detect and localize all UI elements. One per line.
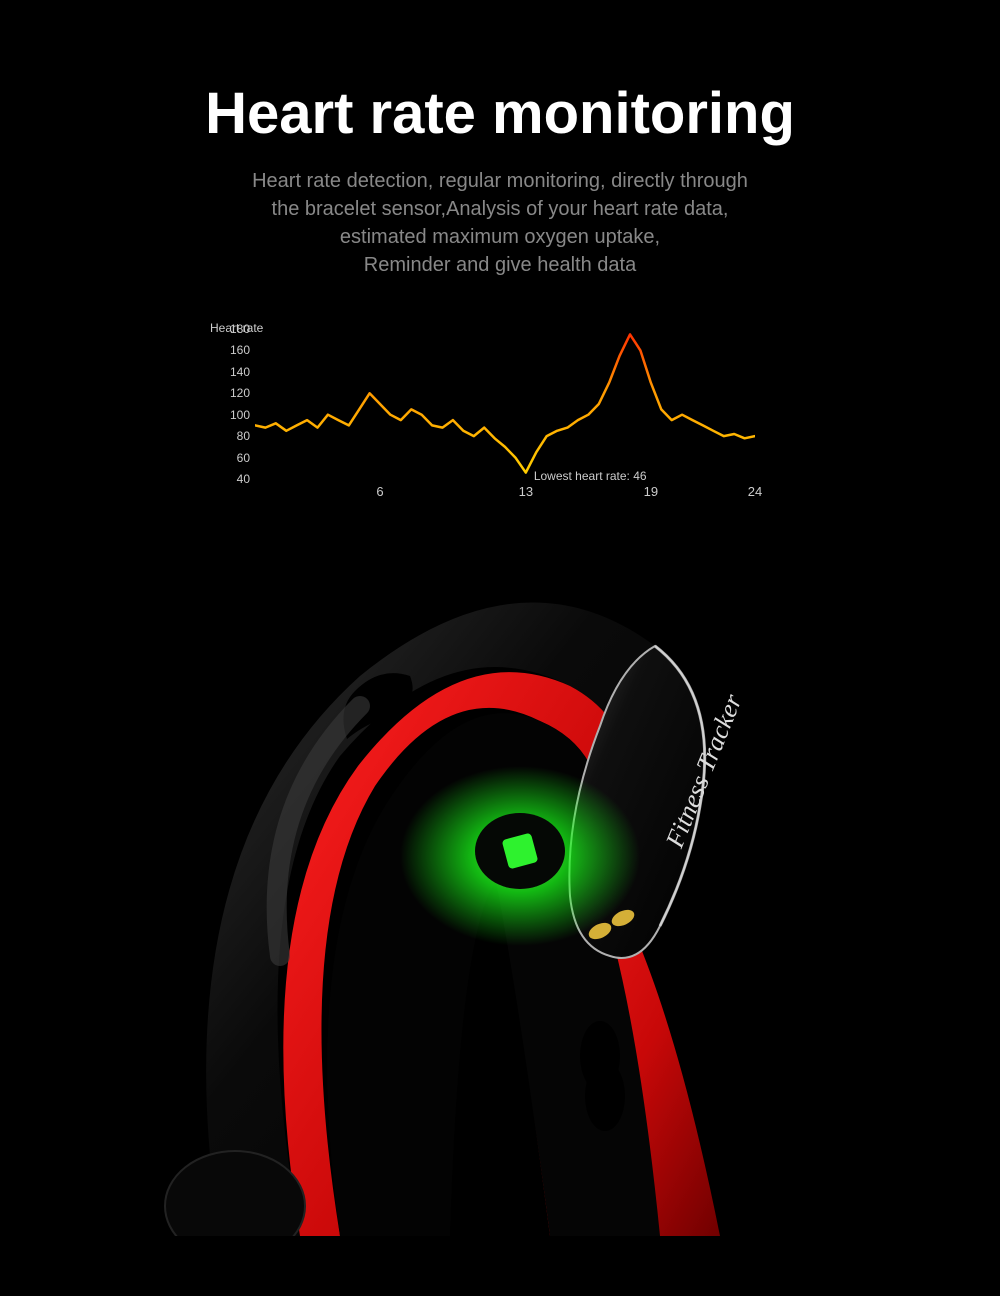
chart-x-tick: 19 — [644, 484, 658, 499]
chart-y-tick: 160 — [220, 343, 250, 357]
subtitle-line: estimated maximum oxygen uptake, — [340, 226, 660, 248]
chart-y-tick: 80 — [220, 429, 250, 443]
chart-annotation-lowest: Lowest heart rate: 46 — [534, 469, 647, 483]
strap-hole — [580, 1021, 620, 1091]
chart-y-tick: 180 — [220, 322, 250, 336]
chart-y-tick: 40 — [220, 472, 250, 486]
chart-y-tick: 60 — [220, 451, 250, 465]
subtitle-line: the bracelet sensor,Analysis of your hea… — [272, 198, 729, 220]
heart-rate-chart: Heart rate 180160140120100806040 6131924… — [220, 329, 780, 509]
page-title: Heart rate monitoring — [0, 80, 1000, 147]
subtitle-line: Reminder and give health data — [364, 254, 636, 276]
chart-line-svg — [255, 329, 755, 479]
header-section: Heart rate monitoring Heart rate detecti… — [0, 0, 1000, 279]
chart-x-tick: 24 — [748, 484, 762, 499]
chart-y-tick: 100 — [220, 408, 250, 422]
fitness-tracker-illustration — [100, 556, 900, 1236]
page-subtitle: Heart rate detection, regular monitoring… — [150, 167, 850, 279]
chart-y-tick: 140 — [220, 365, 250, 379]
chart-x-tick: 13 — [519, 484, 533, 499]
chart-x-tick: 6 — [376, 484, 383, 499]
product-image: Fitness Tracker — [100, 556, 900, 1236]
chart-y-tick: 120 — [220, 386, 250, 400]
subtitle-line: Heart rate detection, regular monitoring… — [252, 170, 748, 192]
